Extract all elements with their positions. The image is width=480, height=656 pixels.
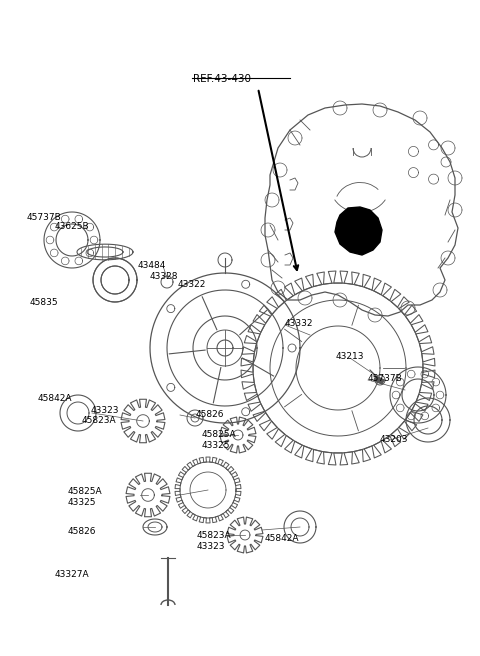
Polygon shape: [374, 376, 384, 384]
Text: 45737B: 45737B: [368, 374, 403, 383]
Text: 43213: 43213: [336, 352, 364, 361]
Text: 45842A: 45842A: [38, 394, 72, 403]
Text: REF.43-430: REF.43-430: [193, 74, 251, 84]
Text: 43327A: 43327A: [55, 570, 90, 579]
Text: 45842A: 45842A: [265, 534, 300, 543]
Text: 45823A: 45823A: [197, 531, 232, 540]
Text: 45825A: 45825A: [68, 487, 103, 496]
Text: 43328: 43328: [150, 272, 179, 281]
Text: 43323: 43323: [91, 406, 120, 415]
Text: 43484: 43484: [138, 261, 167, 270]
Text: 43325: 43325: [68, 498, 96, 507]
Text: 45826: 45826: [196, 410, 225, 419]
Text: 43625B: 43625B: [55, 222, 90, 231]
Text: 45826: 45826: [68, 527, 96, 536]
Text: 43203: 43203: [380, 435, 408, 444]
Text: 43332: 43332: [285, 319, 313, 328]
Text: 45823A: 45823A: [82, 416, 117, 425]
Text: 45737B: 45737B: [27, 213, 62, 222]
Polygon shape: [335, 207, 382, 255]
Text: 43322: 43322: [178, 280, 206, 289]
Text: 45825A: 45825A: [202, 430, 237, 439]
Text: 43323: 43323: [197, 542, 226, 551]
Text: 43325: 43325: [202, 441, 230, 450]
Text: 45835: 45835: [30, 298, 59, 307]
